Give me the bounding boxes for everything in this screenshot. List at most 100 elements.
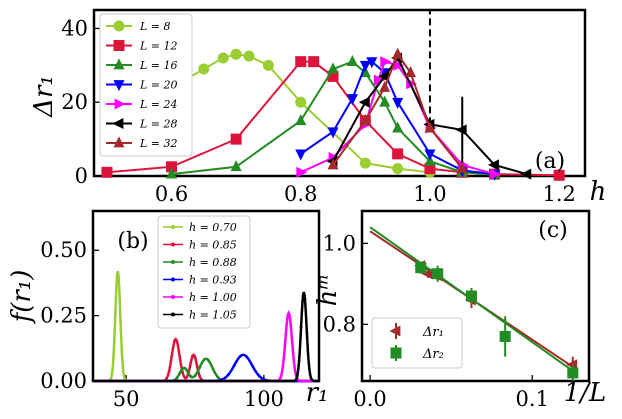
data-point <box>295 56 307 68</box>
data-point <box>456 162 468 174</box>
data-point <box>424 121 436 133</box>
data-point <box>346 94 358 106</box>
data-point <box>359 60 371 72</box>
legend-marker <box>113 80 125 92</box>
data-point <box>188 363 192 367</box>
data-point <box>295 374 299 378</box>
data-point <box>198 366 202 369</box>
data-point <box>297 358 301 362</box>
data-point <box>112 353 115 357</box>
data-point <box>232 363 236 367</box>
panel-c: 0.0 0.1 0.8 1.0 Δr₁ Δr₂ 1/L hᵐ (c) <box>313 209 607 411</box>
data-point <box>198 374 201 378</box>
data-point <box>181 371 185 375</box>
data-point <box>230 133 242 145</box>
x-tick-label: 100 <box>244 387 284 411</box>
distribution-curve <box>93 291 320 383</box>
data-point <box>327 70 339 82</box>
axes-frame <box>92 8 587 178</box>
data-point <box>166 161 178 173</box>
x-axis-label: 1/L <box>564 378 607 408</box>
data-point <box>187 371 190 375</box>
data-point <box>373 74 385 86</box>
data-point <box>286 314 290 318</box>
data-point <box>175 340 179 344</box>
legend-marker <box>171 242 175 247</box>
data-point <box>283 338 287 342</box>
data-point <box>455 124 467 136</box>
data-point <box>207 359 210 362</box>
data-point <box>359 157 371 169</box>
legend-marker <box>171 277 175 282</box>
series-line <box>300 60 495 176</box>
data-point <box>295 149 307 161</box>
x-tick-label: 0.1 <box>516 387 549 411</box>
legend-label: h = 0.85 <box>189 239 237 252</box>
data-point <box>327 158 339 170</box>
y-tick-label: 0.00 <box>40 369 87 393</box>
legend-label: L = 32 <box>139 137 178 150</box>
series-h088 <box>93 357 319 383</box>
data-point <box>195 365 199 369</box>
data-point <box>245 355 249 359</box>
series-l16 <box>166 55 501 180</box>
data-point <box>167 369 171 373</box>
data-point <box>392 163 404 175</box>
x-tick-label: 0.0 <box>353 387 386 411</box>
legend-marker <box>171 295 175 299</box>
data-point <box>379 80 391 92</box>
y-tick-label: 0.8 <box>323 312 356 336</box>
data-point <box>415 262 427 274</box>
legend-label: Δr₁ <box>422 325 444 340</box>
data-point <box>405 66 417 78</box>
data-point <box>230 48 242 60</box>
x-tick-label: 0.6 <box>155 182 188 206</box>
data-point <box>175 376 179 380</box>
legend-marker <box>113 136 125 148</box>
x-tick-label: 0.8 <box>284 182 317 206</box>
panel-label: (b) <box>117 229 148 254</box>
y-axis-label: hᵐ <box>313 274 343 307</box>
data-point <box>184 367 188 371</box>
y-tick-label: 0 <box>75 164 88 188</box>
y-axis-label: Δr₁ <box>29 75 59 118</box>
panel-label: (c) <box>538 218 568 243</box>
legend-label: h = 0.88 <box>189 256 237 269</box>
data-point <box>184 376 188 380</box>
legend-label: h = 0.93 <box>189 274 237 287</box>
data-point <box>243 50 255 62</box>
y-tick-label: 0.50 <box>40 238 87 262</box>
data-point <box>424 163 436 175</box>
data-point <box>359 114 371 126</box>
legend-c: Δr₁ Δr₂ <box>371 317 463 369</box>
axes-frame <box>360 209 591 383</box>
panel-a: 0.6 0.8 1.0 1.2 0 20 40 L = 8 L = 12 L = 16 L = 20… <box>29 8 606 207</box>
data-point <box>307 362 311 365</box>
data-point <box>230 160 242 172</box>
data-point <box>117 278 121 281</box>
data-point <box>295 96 307 108</box>
data-point <box>327 127 339 139</box>
data-point <box>295 114 307 126</box>
data-point <box>301 294 305 298</box>
y-tick-label: 40 <box>61 16 88 40</box>
y-tick-label: 1.0 <box>323 231 356 255</box>
data-point <box>308 56 320 68</box>
data-point <box>290 342 294 346</box>
data-point <box>520 168 532 180</box>
data-point <box>424 149 436 161</box>
data-point <box>567 367 579 379</box>
legend-box <box>371 317 463 369</box>
x-tick-label: 1.2 <box>542 182 575 206</box>
data-point <box>279 375 283 379</box>
data-point <box>296 166 308 178</box>
legend-marker <box>113 58 125 70</box>
series-h105 <box>93 291 320 383</box>
data-point <box>392 47 404 59</box>
legend-marker <box>112 118 124 129</box>
legend-marker <box>171 312 175 317</box>
panel-b: 50 100 0.00 0.25 0.50 h = 0.70 h = 0.85 h = 0.8… <box>7 209 328 411</box>
data-point <box>421 268 433 280</box>
data-point <box>115 274 119 278</box>
